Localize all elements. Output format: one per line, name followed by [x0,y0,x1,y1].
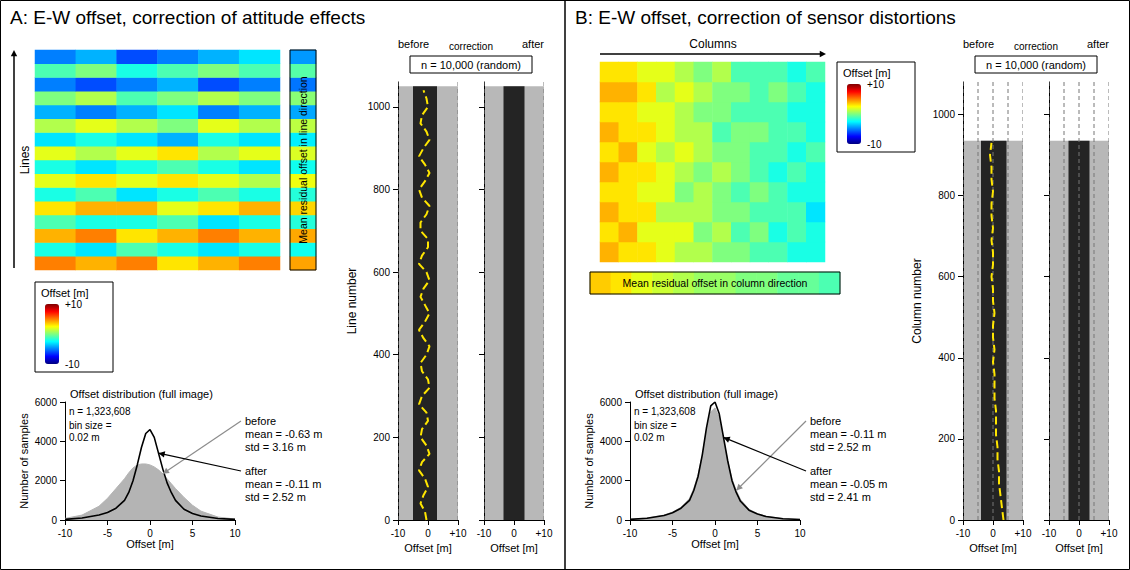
svg-text:n = 10,000 (random): n = 10,000 (random) [421,59,521,71]
svg-text:0: 0 [384,515,390,526]
svg-text:400: 400 [373,349,390,360]
svg-text:0: 0 [51,515,57,526]
svg-text:B: E-W offset, correction of s: B: E-W offset, correction of sensor dist… [575,7,956,28]
svg-text:after: after [1087,38,1109,50]
svg-text:0: 0 [616,515,622,526]
svg-text:bin size =: bin size = [69,420,112,431]
svg-text:Number of samples: Number of samples [18,413,30,509]
svg-text:+10: +10 [867,79,884,90]
svg-text:before: before [963,38,994,50]
svg-text:before: before [398,38,429,50]
svg-text:Offset [m]: Offset [m] [41,287,88,299]
svg-text:-10: -10 [867,139,882,150]
svg-text:2000: 2000 [600,475,623,486]
svg-text:+10: +10 [65,299,82,310]
svg-text:0.02 m: 0.02 m [634,432,665,443]
svg-text:correction: correction [449,41,493,52]
svg-text:0: 0 [712,528,718,539]
svg-text:+10: +10 [1015,528,1032,539]
svg-text:mean = -0.63 m: mean = -0.63 m [245,428,322,440]
svg-text:0: 0 [425,528,431,539]
svg-text:-10: -10 [623,528,638,539]
svg-text:after: after [245,465,267,477]
svg-text:Columns: Columns [689,37,736,51]
svg-text:Offset [m]: Offset [m] [404,542,451,554]
svg-text:-5: -5 [668,528,677,539]
svg-text:after: after [522,38,544,50]
svg-text:Line number: Line number [345,268,359,335]
svg-text:400: 400 [938,352,955,363]
svg-text:5: 5 [190,528,196,539]
svg-text:std = 2.41 m: std = 2.41 m [810,491,871,503]
svg-text:Number of samples: Number of samples [583,413,595,509]
svg-text:-10: -10 [477,528,492,539]
svg-text:0: 0 [147,528,153,539]
svg-text:mean = -0.05 m: mean = -0.05 m [810,478,887,490]
svg-text:10: 10 [229,528,241,539]
svg-text:800: 800 [373,184,390,195]
svg-text:+10: +10 [536,528,553,539]
svg-text:mean = -0.11 m: mean = -0.11 m [810,428,887,440]
svg-text:after: after [810,465,832,477]
svg-text:correction: correction [1014,41,1058,52]
svg-text:-10: -10 [956,528,971,539]
svg-text:+10: +10 [450,528,467,539]
svg-text:10: 10 [794,528,806,539]
svg-text:std = 2.52 m: std = 2.52 m [810,441,871,453]
svg-text:Mean residual offset in column: Mean residual offset in column direction [623,277,808,289]
svg-text:mean = -0.11 m: mean = -0.11 m [245,478,322,490]
svg-text:0: 0 [511,528,517,539]
svg-text:std = 2.52 m: std = 2.52 m [245,491,306,503]
svg-text:+10: +10 [1101,528,1118,539]
svg-text:0: 0 [949,515,955,526]
svg-text:2000: 2000 [35,475,58,486]
svg-text:Offset [m]: Offset [m] [691,538,738,550]
svg-text:before: before [245,415,276,427]
svg-text:n = 1,323,608: n = 1,323,608 [69,406,131,417]
svg-text:-10: -10 [65,359,80,370]
svg-text:5: 5 [755,528,761,539]
svg-text:-10: -10 [58,528,73,539]
svg-text:Offset [m]: Offset [m] [1055,542,1102,554]
svg-text:std = 3.16 m: std = 3.16 m [245,441,306,453]
svg-text:600: 600 [373,267,390,278]
svg-text:Lines: Lines [18,146,32,175]
svg-text:4000: 4000 [35,436,58,447]
svg-text:n = 10,000 (random): n = 10,000 (random) [986,59,1086,71]
svg-text:Offset distribution (full imag: Offset distribution (full image) [70,388,213,400]
svg-text:600: 600 [938,271,955,282]
svg-text:Offset [m]: Offset [m] [490,542,537,554]
svg-text:0.02 m: 0.02 m [69,432,100,443]
svg-text:-5: -5 [103,528,112,539]
svg-text:n = 1,323,608: n = 1,323,608 [634,406,696,417]
svg-text:A: E-W offset, correction of a: A: E-W offset, correction of attitude ef… [10,7,365,28]
svg-text:1000: 1000 [933,109,956,120]
svg-text:800: 800 [938,190,955,201]
svg-text:1000: 1000 [368,101,391,112]
svg-text:0: 0 [1076,528,1082,539]
svg-text:0: 0 [990,528,996,539]
svg-text:-10: -10 [1042,528,1057,539]
svg-text:Offset [m]: Offset [m] [126,538,173,550]
svg-text:200: 200 [938,433,955,444]
svg-text:bin size =: bin size = [634,420,677,431]
svg-text:6000: 6000 [600,397,623,408]
svg-text:Offset [m]: Offset [m] [843,67,890,79]
svg-text:-10: -10 [391,528,406,539]
svg-text:before: before [810,415,841,427]
svg-text:Column number: Column number [910,258,924,343]
svg-text:Offset [m]: Offset [m] [969,542,1016,554]
svg-text:4000: 4000 [600,436,623,447]
svg-text:200: 200 [373,432,390,443]
svg-text:6000: 6000 [35,397,58,408]
svg-text:Mean residual offset in line d: Mean residual offset in line direction [297,76,309,243]
svg-text:Offset distribution (full imag: Offset distribution (full image) [635,388,778,400]
